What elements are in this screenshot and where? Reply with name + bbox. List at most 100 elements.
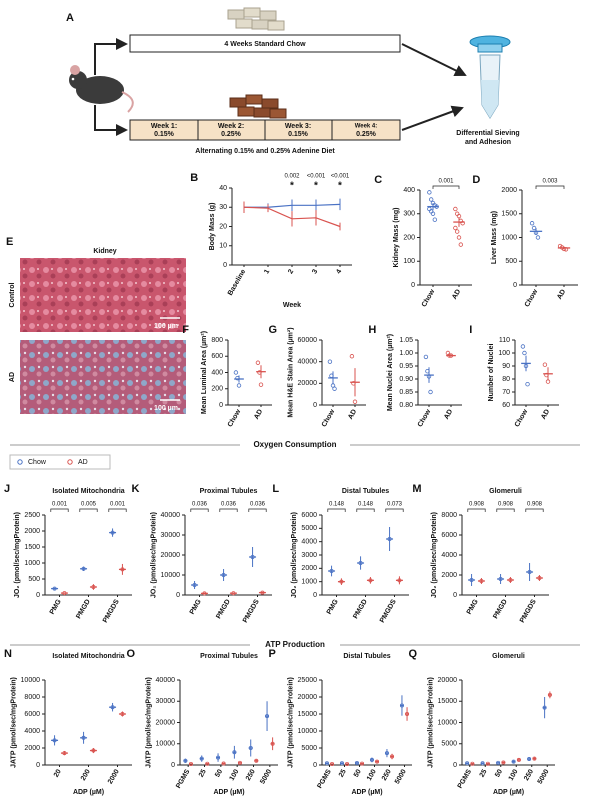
y-tick-label: 0.80 — [399, 402, 413, 409]
data-point — [192, 583, 197, 588]
y-tick-label: 6000 — [441, 532, 457, 539]
y-tick-label: 3000 — [301, 552, 317, 559]
data-point — [465, 761, 470, 766]
y-tick-label: 0 — [223, 262, 227, 269]
panel-letter: C — [374, 174, 382, 186]
x-axis-label: ADP (µM) — [213, 789, 244, 796]
y-tick-label: 1.05 — [399, 337, 413, 344]
y-tick-label: 30 — [219, 204, 227, 211]
data-point — [531, 225, 537, 231]
x-tick-label: PMG — [49, 598, 63, 616]
panel-letter: B — [190, 172, 198, 184]
y-tick-label: 1000 — [301, 579, 317, 586]
data-point — [188, 761, 193, 766]
data-point — [405, 712, 410, 717]
x-tick-label: PMGDS — [379, 598, 398, 624]
p-value: 0.908 — [469, 502, 485, 508]
y-tick-label: 800 — [211, 337, 223, 344]
y-tick-label: 20000 — [161, 552, 181, 559]
y-axis-label: Liver Mass (mg) — [491, 211, 498, 264]
y-tick-label: 20000 — [156, 719, 176, 726]
data-point — [52, 586, 57, 591]
legend-label: Chow — [28, 459, 47, 466]
data-point — [532, 756, 537, 761]
y-tick-label: 6000 — [301, 512, 317, 519]
x-tick-label: 2 — [287, 268, 295, 275]
p-value: 0.002 — [284, 174, 300, 180]
data-point — [545, 379, 551, 384]
arrow — [401, 105, 464, 131]
x-tick-label: 5000 — [537, 768, 551, 785]
data-point — [270, 741, 275, 746]
y-tick-label: 0.95 — [399, 363, 413, 370]
y-tick-label: 0 — [513, 282, 517, 289]
x-tick-label: PMGD — [75, 598, 92, 620]
p-value: <0.001 — [331, 174, 350, 180]
week-label: Week 2: — [218, 123, 244, 130]
x-axis-label: ADP (µM) — [493, 789, 524, 796]
x-tick-label: AD — [253, 408, 264, 420]
adenine-pellets — [229, 94, 287, 119]
x-tick-label: AD — [540, 408, 551, 420]
x-tick-label: PMGD — [352, 598, 369, 620]
data-point — [120, 712, 125, 717]
data-point — [542, 362, 548, 367]
panel-letter: P — [269, 648, 276, 660]
data-point — [427, 190, 432, 195]
y-tick-label: 60000 — [298, 337, 318, 344]
y-tick-label: 5000 — [301, 745, 317, 752]
x-tick-label: 3 — [311, 268, 319, 275]
x-tick-label: 250 — [523, 768, 535, 782]
data-point — [91, 748, 96, 753]
week-label: Week 4: — [355, 124, 378, 130]
y-tick-label: 0 — [313, 592, 317, 599]
week-dose: 0.25% — [221, 131, 242, 138]
panel-letter: M — [412, 483, 421, 495]
x-tick-label: 1 — [263, 268, 271, 275]
y-tick-label: 10000 — [438, 719, 458, 726]
data-point — [216, 755, 221, 760]
row-label: Control — [9, 283, 16, 308]
chart-title: Glomeruli — [492, 653, 525, 660]
week-box — [331, 119, 401, 141]
diet-label: Alternating 0.15% and 0.25% Adenine Diet — [195, 148, 335, 155]
y-tick-label: 400 — [211, 369, 223, 376]
bracket — [79, 508, 98, 512]
bracket — [248, 508, 267, 512]
chow-box — [129, 34, 401, 53]
tube-icon — [469, 35, 511, 119]
x-tick-label: 5000 — [394, 768, 408, 785]
x-tick-label: Chow — [514, 408, 530, 428]
data-point — [221, 761, 226, 766]
data-point — [255, 360, 261, 365]
y-tick-label: 4000 — [441, 552, 457, 559]
x-axis-label: Week — [283, 302, 301, 309]
panel-letter: J — [4, 483, 10, 495]
y-axis-label: JATP (pmol/sec/mgProtein) — [287, 677, 294, 768]
y-tick-label: 0 — [219, 402, 223, 409]
p-value: 0.001 — [438, 179, 454, 185]
p-value: 0.036 — [221, 502, 237, 508]
p-value: 0.001 — [52, 502, 68, 508]
p-value: 0.036 — [192, 502, 208, 508]
y-tick-label: 10000 — [156, 741, 176, 748]
data-point — [501, 760, 506, 765]
y-tick-label: 1500 — [501, 211, 517, 218]
x-tick-label: 50 — [353, 768, 363, 778]
x-tick-label: PGMS — [175, 768, 192, 790]
scale-label: 100 µm — [154, 323, 178, 330]
panel-letter: L — [272, 483, 279, 495]
data-point — [387, 537, 392, 542]
bracket — [50, 508, 69, 512]
data-point — [354, 760, 359, 765]
y-tick-label: 2000 — [501, 187, 517, 194]
data-point — [527, 570, 532, 575]
data-point — [330, 761, 335, 766]
y-tick-label: 20 — [219, 223, 227, 230]
y-axis-label: JO₂ (pmol/sec/mgProtein) — [431, 512, 438, 598]
x-tick-label: PMG — [466, 598, 480, 616]
scale-label: 100 µm — [154, 405, 178, 412]
image-title: Kidney — [93, 248, 116, 255]
week-dose: 0.15% — [288, 131, 309, 138]
